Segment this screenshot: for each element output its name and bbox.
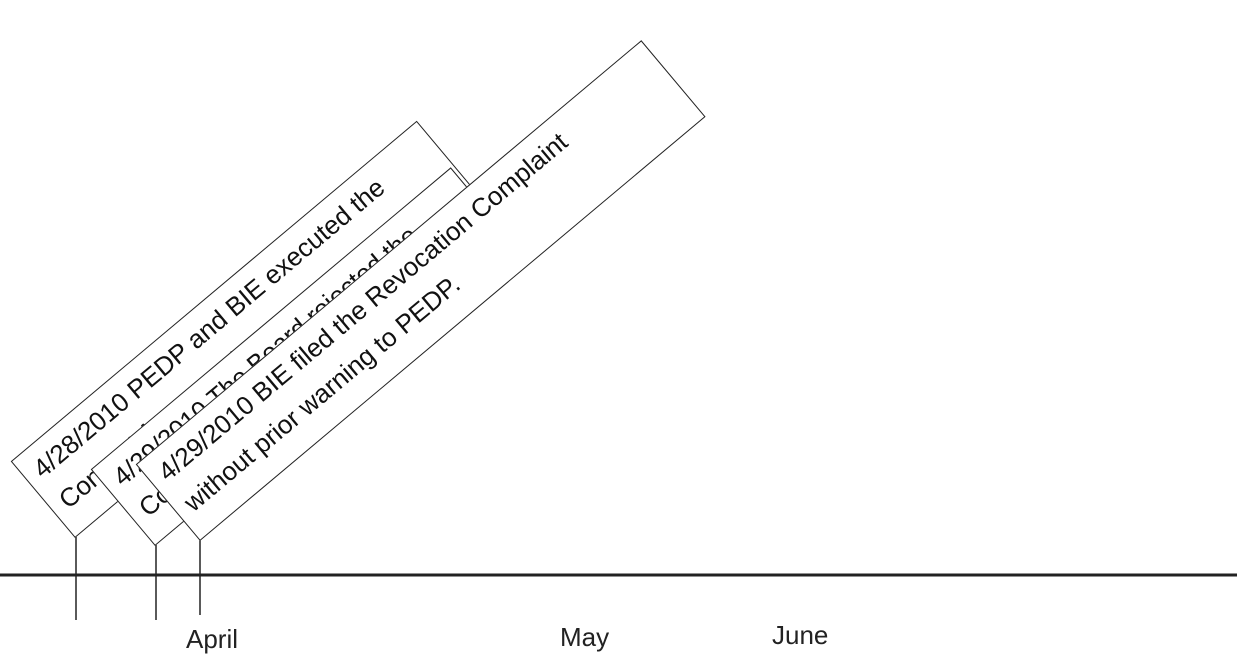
month-label-may: May [560, 622, 610, 652]
month-label-april: April [186, 624, 239, 654]
month-label-june: June [772, 620, 829, 650]
